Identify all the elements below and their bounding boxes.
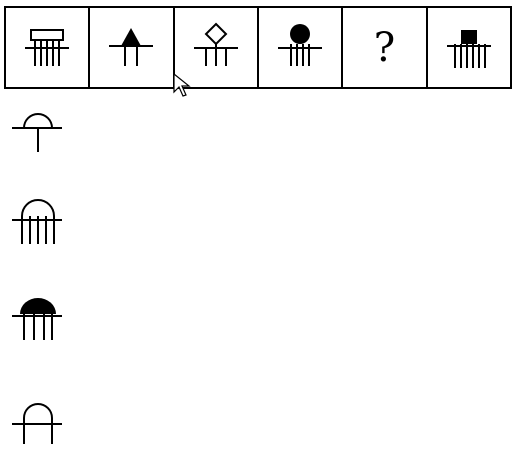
option-2[interactable]: [6, 192, 70, 256]
rectangle-top-5-lines-icon: [25, 28, 70, 66]
filled-square-top-6-lines-icon: [446, 29, 491, 68]
puzzle-cell-2: [90, 8, 175, 87]
semicircle-top-1-line-icon: [12, 113, 62, 152]
option-1[interactable]: [6, 100, 70, 164]
puzzle-row: ?: [4, 6, 512, 89]
answer-options: [6, 100, 76, 461]
question-mark-icon: ?: [373, 24, 396, 71]
semicircle-top-4-lines-icon: [12, 199, 62, 244]
diamond-top-3-lines-icon: [193, 22, 238, 66]
option-4[interactable]: [6, 390, 70, 454]
puzzle-cell-3: [175, 8, 259, 87]
triangle-top-1-line-icon: [109, 27, 154, 66]
arch-top-2-lines-icon: [12, 403, 62, 444]
mouse-cursor-icon: [173, 72, 191, 97]
puzzle-cell-4: [259, 8, 344, 87]
filled-circle-top-4-lines-icon: [278, 23, 323, 66]
puzzle-cell-5: ?: [343, 8, 428, 87]
filled-semicircle-top-3-lines-icon: [12, 298, 62, 340]
puzzle-cell-6: [428, 8, 510, 87]
option-3[interactable]: [6, 288, 70, 352]
puzzle-cell-1: [6, 8, 91, 87]
